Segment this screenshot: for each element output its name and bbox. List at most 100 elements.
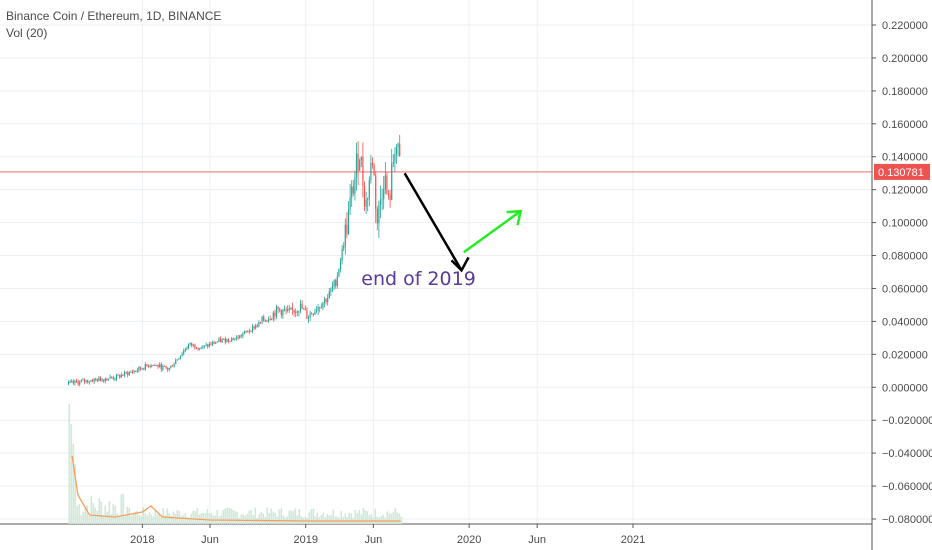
volume-bar	[200, 513, 203, 524]
volume-bar	[122, 493, 125, 524]
candle-body	[85, 380, 87, 382]
candle-body	[387, 193, 390, 195]
candle-body	[194, 344, 196, 348]
candle-body	[271, 318, 273, 320]
candle-body	[141, 368, 143, 370]
candle-body	[293, 309, 295, 313]
candle-body	[267, 319, 270, 322]
candle-body	[250, 330, 252, 332]
price-tick-label: 0.080000	[882, 251, 928, 263]
candle-body	[381, 199, 383, 201]
candle-body	[95, 378, 97, 380]
candle-body	[91, 380, 94, 382]
volume-bar	[160, 517, 163, 524]
candle-body	[99, 377, 102, 381]
price-tick-label: 0.040000	[882, 316, 928, 328]
volume-bar	[326, 514, 329, 524]
volume-bar	[140, 516, 143, 524]
candle-body	[317, 307, 319, 311]
candle-body	[296, 311, 298, 313]
volume-bar	[206, 508, 209, 524]
candle-body	[210, 343, 212, 345]
candle-body	[264, 320, 266, 322]
volume-bar	[228, 507, 231, 524]
volume-bar	[80, 515, 83, 524]
volume-bar	[274, 512, 277, 524]
candle-body	[288, 308, 290, 310]
candle-body	[320, 307, 322, 309]
volume-bar	[108, 501, 111, 524]
volume-bar	[142, 507, 145, 524]
price-tick-label: 0.000000	[882, 382, 928, 394]
candle-body	[125, 372, 127, 374]
volume-bar	[176, 509, 179, 524]
price-tick-label: −0.040000	[882, 448, 932, 460]
candle-body	[98, 377, 100, 382]
candle-body	[133, 370, 135, 373]
volume-bar	[320, 514, 323, 524]
volume-bar	[124, 514, 127, 524]
candle-body	[123, 372, 126, 376]
candle-body	[383, 189, 385, 200]
candle-body	[122, 374, 124, 376]
volume-bar	[154, 509, 157, 524]
volume-bar	[360, 514, 363, 524]
candle-body	[248, 330, 250, 332]
volume-bar	[138, 514, 141, 524]
volume-bar	[130, 515, 133, 524]
volume-bar	[188, 517, 191, 524]
candle-body	[275, 306, 278, 317]
candle-body	[311, 313, 313, 315]
candle-body	[175, 360, 177, 364]
volume-bar	[282, 515, 285, 524]
volume-bar	[158, 514, 161, 524]
candle-body	[187, 344, 190, 349]
current-price-badge	[874, 163, 930, 180]
candle-body	[272, 312, 274, 319]
candle-body	[341, 248, 343, 262]
candle-body	[109, 376, 111, 379]
candle-body	[335, 280, 337, 286]
candle-body	[88, 381, 90, 383]
volume-bar	[96, 510, 99, 524]
candle-body	[75, 380, 78, 382]
candle-body	[115, 374, 118, 379]
volume-bar	[280, 508, 283, 524]
candle-body	[107, 378, 110, 381]
volume-bar	[192, 510, 195, 524]
volume-bar	[210, 513, 213, 524]
volume-bar	[252, 515, 255, 524]
candle-body	[189, 342, 191, 345]
candle-body	[205, 344, 207, 346]
price-tick-label: 0.020000	[882, 349, 928, 361]
volume-bar	[92, 503, 95, 524]
candle-body	[139, 367, 142, 369]
volume-bar	[76, 505, 79, 524]
volume-bar	[396, 512, 399, 524]
candle-body	[277, 306, 279, 309]
time-tick-label: 2018	[130, 534, 154, 546]
candle-body	[82, 379, 84, 381]
candle-body	[397, 143, 399, 147]
volume-bar	[68, 404, 71, 524]
candle-body	[290, 307, 292, 310]
candle-body	[327, 297, 329, 302]
candle-body	[199, 347, 201, 350]
candle-body	[93, 378, 95, 382]
candle-body	[211, 342, 214, 345]
candle-body	[312, 313, 314, 315]
candle-body	[362, 156, 364, 187]
candle-body	[359, 160, 361, 171]
volume-bar	[370, 514, 373, 524]
time-tick-label: 2019	[294, 534, 318, 546]
candle-body	[287, 308, 289, 311]
candle-body	[157, 365, 159, 368]
candle-body	[375, 175, 377, 209]
candle-body	[351, 186, 353, 198]
volume-bar	[174, 513, 177, 524]
volume-bar	[388, 513, 391, 524]
candle-body	[67, 382, 70, 384]
candle-body	[251, 326, 254, 332]
volume-bar	[296, 515, 299, 524]
candle-body	[112, 377, 114, 379]
